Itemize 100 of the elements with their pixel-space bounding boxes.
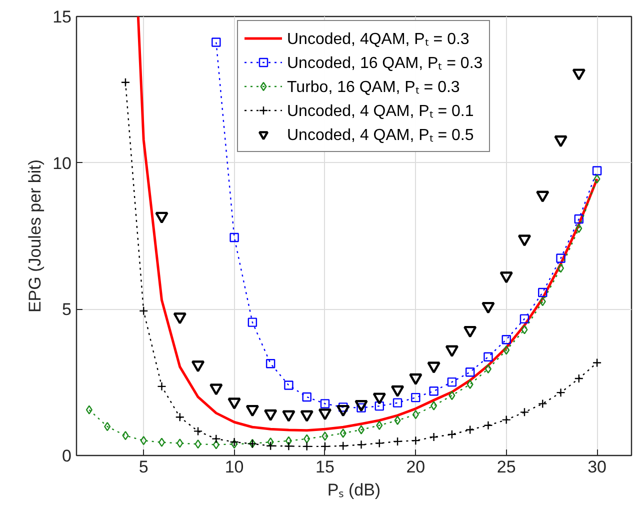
point: [210, 384, 223, 396]
point: [228, 398, 241, 410]
point: [212, 434, 221, 444]
y-tick-label: 5: [62, 300, 72, 320]
point: [394, 416, 401, 425]
point: [285, 436, 292, 446]
point: [340, 428, 346, 438]
y-tick-label: 10: [52, 154, 72, 173]
x-tick-label: 10: [224, 458, 244, 476]
legend-label: Uncoded, 16 QAM, Pₜ = 0.3: [287, 54, 483, 73]
point: [411, 392, 420, 402]
point: [576, 224, 582, 233]
y-tick-label: 0: [62, 446, 72, 466]
point: [356, 440, 366, 450]
point: [122, 431, 129, 440]
point: [230, 232, 239, 242]
point: [322, 432, 328, 441]
point: [502, 415, 511, 424]
point: [518, 234, 532, 246]
x-tick-label: 25: [496, 458, 516, 476]
point: [194, 439, 202, 449]
point: [266, 441, 276, 450]
point: [246, 404, 260, 417]
point: [264, 409, 278, 422]
point: [592, 166, 602, 176]
point: [157, 382, 166, 392]
point: [320, 399, 330, 408]
point: [390, 385, 404, 398]
point: [338, 441, 348, 450]
point: [465, 367, 475, 377]
point: [484, 420, 493, 430]
point: [392, 436, 402, 446]
point: [558, 264, 564, 273]
point: [447, 430, 457, 440]
point: [538, 399, 548, 408]
point: [484, 352, 493, 362]
point: [284, 442, 294, 451]
point: [500, 272, 513, 284]
point: [539, 296, 546, 306]
legend-label: Uncoded, 4QAM, Pₜ = 0.3: [287, 30, 470, 49]
point: [120, 78, 130, 87]
x-tick-label: 5: [138, 458, 148, 476]
point: [354, 400, 368, 412]
point: [484, 364, 492, 374]
point: [140, 436, 147, 446]
point: [212, 440, 220, 450]
legend-label: Uncoded, 4 QAM, Pₜ = 0.5: [287, 126, 474, 145]
legend-label: Turbo, 16 QAM, Pₜ = 0.3: [287, 78, 460, 97]
point: [430, 401, 438, 410]
point: [193, 426, 203, 436]
point: [572, 68, 586, 80]
point: [300, 410, 314, 422]
point: [191, 360, 205, 372]
point: [267, 437, 274, 447]
point: [427, 362, 440, 374]
legend-label: Uncoded, 4 QAM, Pₜ = 0.1: [287, 102, 474, 121]
point: [304, 434, 310, 444]
point: [429, 386, 438, 396]
point: [86, 405, 92, 414]
y-axis-title: EPG (Joules per bit): [26, 159, 45, 313]
point: [521, 325, 528, 334]
point: [302, 392, 312, 402]
point: [282, 410, 296, 422]
point: [520, 314, 530, 324]
point: [372, 392, 386, 404]
point: [376, 420, 383, 430]
point: [503, 346, 510, 355]
x-tick-label: 15: [316, 458, 334, 476]
point: [445, 345, 459, 358]
point: [284, 380, 294, 390]
point: [502, 335, 511, 344]
point: [538, 288, 548, 298]
point: [392, 398, 402, 408]
point: [175, 412, 184, 422]
point: [536, 190, 550, 202]
point: [374, 438, 384, 448]
point: [448, 390, 456, 400]
point: [409, 373, 422, 386]
point: [318, 408, 332, 420]
point: [574, 374, 584, 384]
x-tick-label: 20: [406, 458, 426, 476]
point: [158, 438, 166, 447]
point: [412, 410, 419, 420]
point: [592, 358, 602, 368]
point: [554, 135, 568, 148]
point: [104, 422, 111, 432]
y-tick-label: 15: [52, 8, 72, 26]
point: [336, 404, 350, 417]
point: [358, 425, 365, 434]
point: [411, 436, 420, 446]
point: [465, 425, 475, 434]
point: [520, 408, 530, 417]
point: [266, 359, 276, 368]
point: [139, 306, 148, 316]
point: [594, 174, 600, 184]
point: [248, 318, 258, 327]
point: [155, 212, 168, 224]
point: [176, 438, 184, 448]
point: [212, 38, 221, 47]
point: [556, 254, 566, 263]
